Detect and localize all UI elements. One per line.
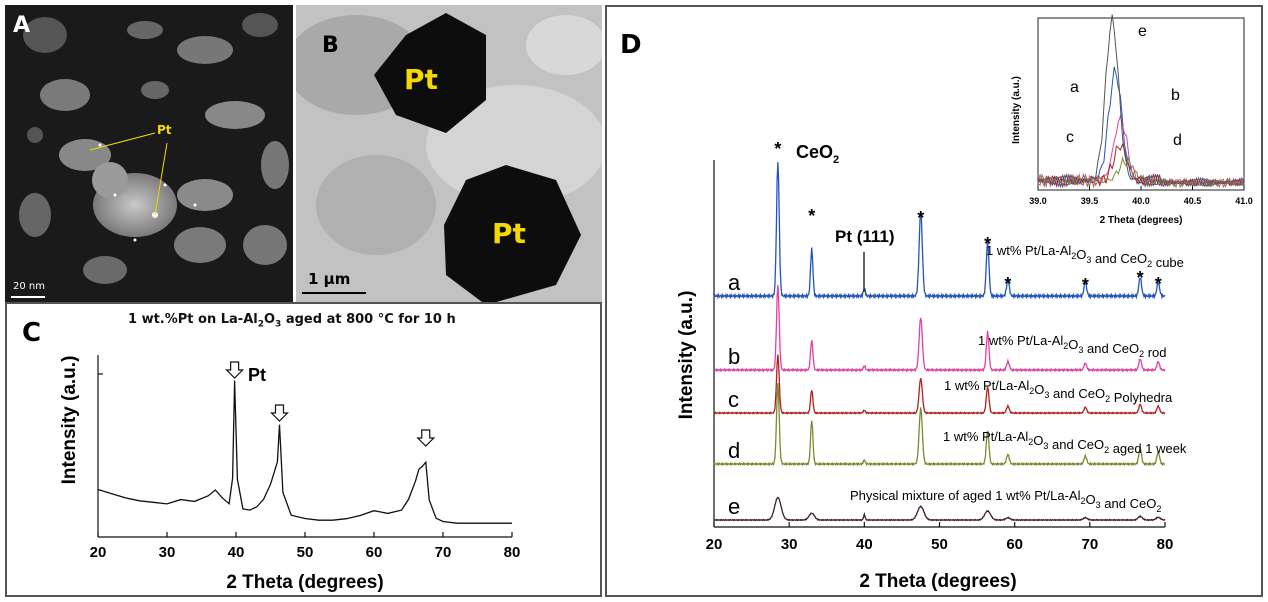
- panel-d-series-a: [713, 162, 1166, 300]
- panel-d-series-e: [713, 496, 1166, 522]
- panel-d-series-letter-e: e: [728, 494, 740, 519]
- panel-c-caption-main: 1 wt.%Pt on La-Al: [128, 312, 258, 327]
- panel-d-peak-star: *: [1082, 275, 1089, 295]
- panel-d-inset-frame: [1037, 17, 1245, 191]
- panel-c-peak-arrow: [270, 404, 289, 422]
- panel-b-pt-label-bottom: Pt: [492, 217, 526, 250]
- panel-d-series: [713, 162, 1166, 522]
- panel-c-x-axis-label: 2 Theta (degrees): [226, 572, 383, 593]
- panel-d-inset-axes: 39.0 39.5 40.0 40.5 41.0: [1029, 186, 1253, 206]
- panel-d-inset-series-d: [1037, 155, 1245, 189]
- panel-d-peak-star: *: [1004, 274, 1011, 294]
- panel-b-pt-label-top: Pt: [404, 63, 438, 96]
- panel-d-series-letter-b: b: [728, 344, 740, 369]
- panel-d-series-letter-c: c: [728, 387, 739, 412]
- panel-c-axes: 20 30 40 50 60 70 80: [90, 355, 521, 561]
- panel-d-peak-markers: * * * * * * * *: [774, 139, 1161, 295]
- panel-c-letter: C: [22, 318, 42, 348]
- panel-d-peak-star: *: [774, 139, 781, 159]
- panel-c-caption-mid: O: [263, 312, 276, 327]
- panel-d-series-letter-d: d: [728, 438, 740, 463]
- panel-b-micrograph: B Pt Pt 1 μm: [296, 5, 602, 302]
- panel-d-inset-series-e: [1037, 14, 1245, 188]
- panel-d-series-d: [713, 383, 1166, 467]
- panel-d-letter: D: [620, 30, 642, 60]
- panel-d-series-label-e: Physical mixture of aged 1 wt% Pt/La-Al2…: [850, 488, 1161, 514]
- panel-a-letter: A: [13, 13, 31, 38]
- panel-a-scale-bar-label: 20 nm: [13, 281, 45, 292]
- panel-b-scale-bar-label: 1 μm: [308, 270, 351, 288]
- panel-a-micrograph: A Pt 20 nm: [5, 5, 293, 302]
- panel-d-series-label-b: 1 wt% Pt/La-Al2O3 and CeO2 rod: [978, 333, 1167, 360]
- panel-d-peak-star: *: [1155, 274, 1162, 294]
- panel-c-x-tick-label: 40: [228, 544, 245, 561]
- panel-c-x-tick-label: 20: [90, 544, 107, 561]
- panel-d-series-c: [713, 354, 1166, 415]
- panel-d-inset-series: [1037, 14, 1245, 189]
- panel-c-caption-sub2: 3: [275, 319, 282, 330]
- panel-c-peak-arrow: [416, 429, 436, 447]
- panel-c-caption: 1 wt.%Pt on La-Al2O3 aged at 800 °C for …: [128, 312, 456, 330]
- panel-c-x-tick-label: 70: [435, 544, 452, 561]
- panel-d-inset-y-axis-label: Intensity (a.u.): [1011, 76, 1022, 144]
- panel-d-series-label-c: 1 wt% Pt/La-Al2O3 and CeO2 Polyhedra: [944, 378, 1173, 405]
- panel-d-peak-star: *: [917, 208, 924, 228]
- panel-d-peak-star: *: [1137, 268, 1144, 288]
- panel-c-frame: [5, 302, 602, 597]
- panel-a-pt-label: Pt: [157, 123, 172, 137]
- panel-d-inset-letter-b: b: [1171, 87, 1180, 104]
- panel-d-x-tick-label: 60: [1006, 536, 1023, 553]
- panel-c-x-tick-label: 60: [366, 544, 383, 561]
- panel-a-particles: [11, 13, 289, 298]
- panel-c-x-tick-label: 80: [504, 544, 521, 561]
- panel-d-series-label-a: 1 wt% Pt/La-Al2O3 and CeO2 cube: [986, 243, 1184, 270]
- panel-d-inset-letter-a: a: [1070, 79, 1079, 96]
- panel-c-peak-arrows: [225, 361, 436, 447]
- panel-d-x-tick-label: 50: [931, 536, 948, 553]
- panel-d-inset-letter-e: e: [1138, 23, 1147, 40]
- panel-d-inset-x-axis-label: 2 Theta (degrees): [1100, 215, 1183, 226]
- panel-d-axes: 20 30 40 50 60 70 80: [706, 160, 1174, 553]
- panel-d-inset-x-tick-label: 41.0: [1235, 196, 1253, 206]
- panel-d-series-b: [713, 285, 1166, 373]
- panel-d-inset-x-tick-label: 40.5: [1184, 196, 1202, 206]
- panel-d-series-labels: a 1 wt% Pt/La-Al2O3 and CeO2 cube b 1 wt% P…: [728, 243, 1187, 519]
- panel-d-inset-x-tick-label: 39.5: [1081, 196, 1099, 206]
- panel-b-particles: [296, 5, 602, 302]
- panel-d-x-tick-label: 40: [856, 536, 873, 553]
- panel-d-series-label-d: 1 wt% Pt/La-Al2O3 and CeO2 aged 1 week: [943, 429, 1187, 456]
- panel-c-x-tick-label: 50: [297, 544, 314, 561]
- panel-d-inset-series-labels: a b c d e: [1066, 23, 1182, 149]
- panel-d-inset-x-tick-label: 40.0: [1132, 196, 1150, 206]
- panel-d-inset-x-tick-label: 39.0: [1029, 196, 1047, 206]
- panel-c-y-axis-label: Intensity (a.u.): [59, 356, 80, 485]
- panel-d-x-tick-label: 20: [706, 536, 723, 553]
- panel-d-y-axis-label: Intensity (a.u.): [676, 291, 697, 420]
- panel-c-caption-sub: 2: [257, 319, 264, 330]
- panel-c-peak-label: Pt: [248, 365, 266, 385]
- panel-c-x-tick-label: 30: [159, 544, 176, 561]
- panel-d-inset-letter-c: c: [1066, 129, 1074, 146]
- panel-d-pt111-label: Pt (111): [835, 227, 895, 246]
- panel-d-peak-star: *: [984, 234, 991, 254]
- panel-d-x-tick-label: 80: [1157, 536, 1174, 553]
- panel-d-series-letter-a: a: [728, 270, 741, 295]
- panel-d-peak-star: *: [808, 206, 815, 226]
- panel-c-series-line: [97, 380, 512, 524]
- panel-c-caption-end: aged at 800 °C for 10 h: [281, 312, 456, 327]
- panel-d-x-tick-label: 70: [1081, 536, 1098, 553]
- panel-d-ceo2-label: CeO2: [796, 142, 839, 166]
- panel-d-x-tick-label: 30: [781, 536, 798, 553]
- panel-d-frame: [605, 5, 1263, 597]
- panel-d-x-axis-label: 2 Theta (degrees): [859, 571, 1016, 592]
- panel-c-peak-arrow: [225, 361, 245, 379]
- panel-b-letter: B: [322, 33, 339, 58]
- panel-d-inset-letter-d: d: [1173, 132, 1182, 149]
